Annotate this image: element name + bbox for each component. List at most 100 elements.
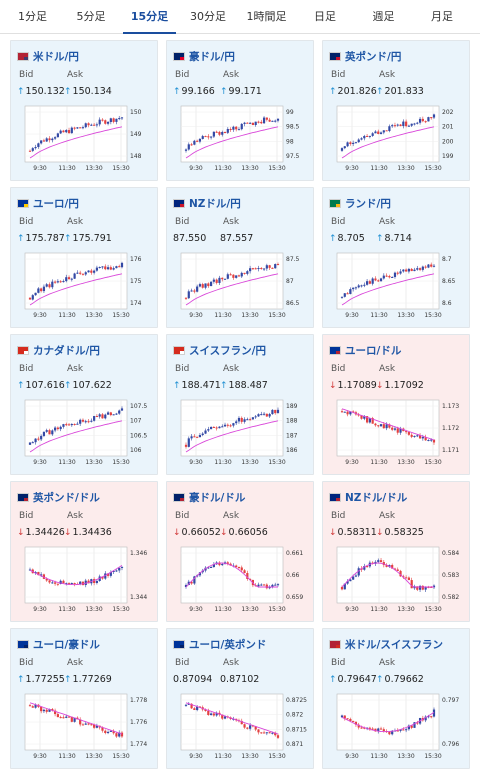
currency-card[interactable]: ユーロ/豪ドル Bid Ask ↑1.77255 ↑1.77269 9:30 11:30 13…	[10, 628, 158, 769]
candle-body	[399, 428, 402, 433]
y-tick-label: 150	[130, 109, 142, 116]
candle-body	[45, 138, 48, 142]
ask-value-text: 188.487	[228, 380, 268, 391]
candle-body	[243, 122, 246, 124]
candle-body	[53, 710, 57, 715]
bid-value-text: 175.787	[25, 233, 65, 244]
candle-body	[407, 577, 411, 581]
candle-body	[346, 293, 349, 295]
candle-body	[357, 139, 360, 143]
candle-body	[246, 271, 249, 274]
candle-body	[42, 140, 46, 142]
candle-body	[340, 587, 344, 590]
y-tick-label: 0.583	[442, 572, 459, 579]
candle-body	[65, 716, 68, 718]
tab-1min[interactable]: 1分足	[18, 10, 47, 23]
moving-average-line	[185, 126, 279, 159]
candle-body	[430, 264, 433, 267]
bid-value: 0.87094	[173, 674, 212, 685]
ask-value: ↓1.17092	[376, 380, 424, 391]
currency-card[interactable]: カナダドル/円 Bid Ask ↑107.616 ↑107.622 9:30 11:30 13…	[10, 334, 158, 475]
candle-body	[354, 287, 358, 289]
pair-name[interactable]: 英ポンド/円	[345, 50, 402, 63]
tab-15min[interactable]: 15分足	[123, 0, 176, 34]
currency-card[interactable]: NZドル/円 Bid Ask 87.550 87.557 9:30 11:30 13:30 15…	[166, 187, 314, 328]
candle-body	[410, 580, 413, 589]
currency-card[interactable]: 米ドル/円 Bid Ask ↑150.132 ↑150.134 9:30 11:30 13:3…	[10, 40, 158, 181]
pair-name[interactable]: ユーロ/豪ドル	[33, 638, 100, 651]
candle-body	[73, 273, 76, 279]
pair-name[interactable]: ランド/円	[345, 197, 391, 210]
currency-card[interactable]: スイスフラン/円 Bid Ask ↑188.471 ↑188.487 9:30 11:30 1…	[166, 334, 314, 475]
currency-card[interactable]: 豪ドル/ドル Bid Ask ↓0.66052 ↓0.66056 9:30 11:30 13:…	[166, 481, 314, 622]
tab-monthly[interactable]: 月足	[431, 10, 453, 23]
candle-body	[53, 281, 57, 283]
pair-name[interactable]: カナダドル/円	[33, 344, 100, 357]
candle-body	[413, 269, 416, 272]
tab-daily[interactable]: 日足	[314, 10, 336, 23]
candle-body	[240, 720, 243, 725]
currency-card[interactable]: 英ポンド/円 Bid Ask ↑201.826 ↑201.833 9:30 11:30 13:…	[322, 40, 470, 181]
pair-name[interactable]: 英ポンド/ドル	[33, 491, 100, 504]
candle-body	[382, 424, 385, 429]
candle-body	[399, 124, 402, 127]
moving-average-line	[185, 420, 279, 453]
pair-name[interactable]: ユーロ/英ポンド	[189, 638, 267, 651]
candle-body	[229, 128, 232, 130]
tab-30min[interactable]: 30分足	[190, 10, 226, 23]
currency-card[interactable]: ランド/円 Bid Ask ↑8.705 ↑8.714 9:30 11:30 13:30 15:…	[322, 187, 470, 328]
candle-body	[45, 430, 48, 432]
x-tick-label: 11:30	[58, 312, 75, 319]
tab-5min[interactable]: 5分足	[76, 10, 106, 23]
candle-body	[260, 268, 263, 270]
bid-value: ↑1.77255	[17, 674, 65, 685]
x-tick-label: 9:30	[189, 312, 203, 319]
x-tick-label: 11:30	[214, 459, 231, 466]
currency-card[interactable]: ユーロ/英ポンド Bid Ask 0.87094 0.87102 9:30 11:30 13:…	[166, 628, 314, 769]
y-tick-label: 0.796	[442, 741, 459, 748]
candle-body	[368, 135, 371, 137]
bid-label: Bid	[19, 364, 34, 374]
y-tick-label: 189	[286, 403, 298, 410]
pair-name[interactable]: ユーロ/ドル	[345, 344, 402, 357]
moving-average-line	[29, 420, 123, 453]
pair-name[interactable]: 豪ドル/ドル	[189, 491, 246, 504]
candle-body	[59, 426, 62, 430]
pair-name[interactable]: 豪ドル/円	[189, 50, 235, 63]
bid-label: Bid	[331, 511, 346, 521]
tab-1hour[interactable]: 1時間足	[246, 10, 287, 23]
x-tick-label: 9:30	[33, 753, 47, 760]
x-tick-label: 11:30	[214, 165, 231, 172]
candle-body	[90, 420, 93, 422]
pair-name[interactable]: スイスフラン/円	[189, 344, 267, 357]
currency-card[interactable]: 英ポンド/ドル Bid Ask ↓1.34426 ↓1.34436 9:30 11:30 13…	[10, 481, 158, 622]
currency-card[interactable]: NZドル/ドル Bid Ask ↓0.58311 ↓0.58325 9:30 11:30 13…	[322, 481, 470, 622]
pair-name[interactable]: 米ドル/円	[33, 50, 79, 63]
x-tick-label: 9:30	[33, 606, 47, 613]
pair-name[interactable]: NZドル/ドル	[345, 491, 408, 504]
candle-body	[360, 727, 363, 729]
card-header: 豪ドル/円	[173, 49, 235, 63]
y-tick-label: 174	[130, 300, 142, 307]
pair-name[interactable]: 米ドル/スイスフラン	[345, 638, 444, 651]
ask-value-text: 201.833	[384, 86, 424, 97]
currency-card[interactable]: 豪ドル/円 Bid Ask ↑99.166 ↑99.171 9:30 11:30 13:30 1…	[166, 40, 314, 181]
tab-weekly[interactable]: 週足	[372, 10, 395, 23]
x-tick-label: 13:30	[85, 165, 102, 172]
currency-card[interactable]: 米ドル/スイスフラン Bid Ask ↑0.79647 ↑0.79662 9:30 11:3…	[322, 628, 470, 769]
y-tick-label: 1.173	[442, 403, 459, 410]
candle-body	[221, 714, 224, 719]
card-header: ユーロ/英ポンド	[173, 637, 266, 651]
pair-name[interactable]: NZドル/円	[189, 197, 241, 210]
candle-body	[416, 435, 419, 437]
ask-value: ↑99.171	[220, 86, 262, 97]
candle-body	[407, 268, 411, 272]
currency-card[interactable]: ユーロ/円 Bid Ask ↑175.787 ↑175.791 9:30 11:30 13:3…	[10, 187, 158, 328]
pair-name[interactable]: ユーロ/円	[33, 197, 79, 210]
candle-body	[368, 281, 371, 284]
y-tick-label: 107.5	[130, 403, 147, 410]
arrow-up-icon: ↑	[64, 234, 72, 244]
candle-body	[98, 414, 101, 417]
currency-card[interactable]: ユーロ/ドル Bid Ask ↓1.17089 ↓1.17092 9:30 11:30 13:…	[322, 334, 470, 475]
bid-label: Bid	[331, 658, 346, 668]
